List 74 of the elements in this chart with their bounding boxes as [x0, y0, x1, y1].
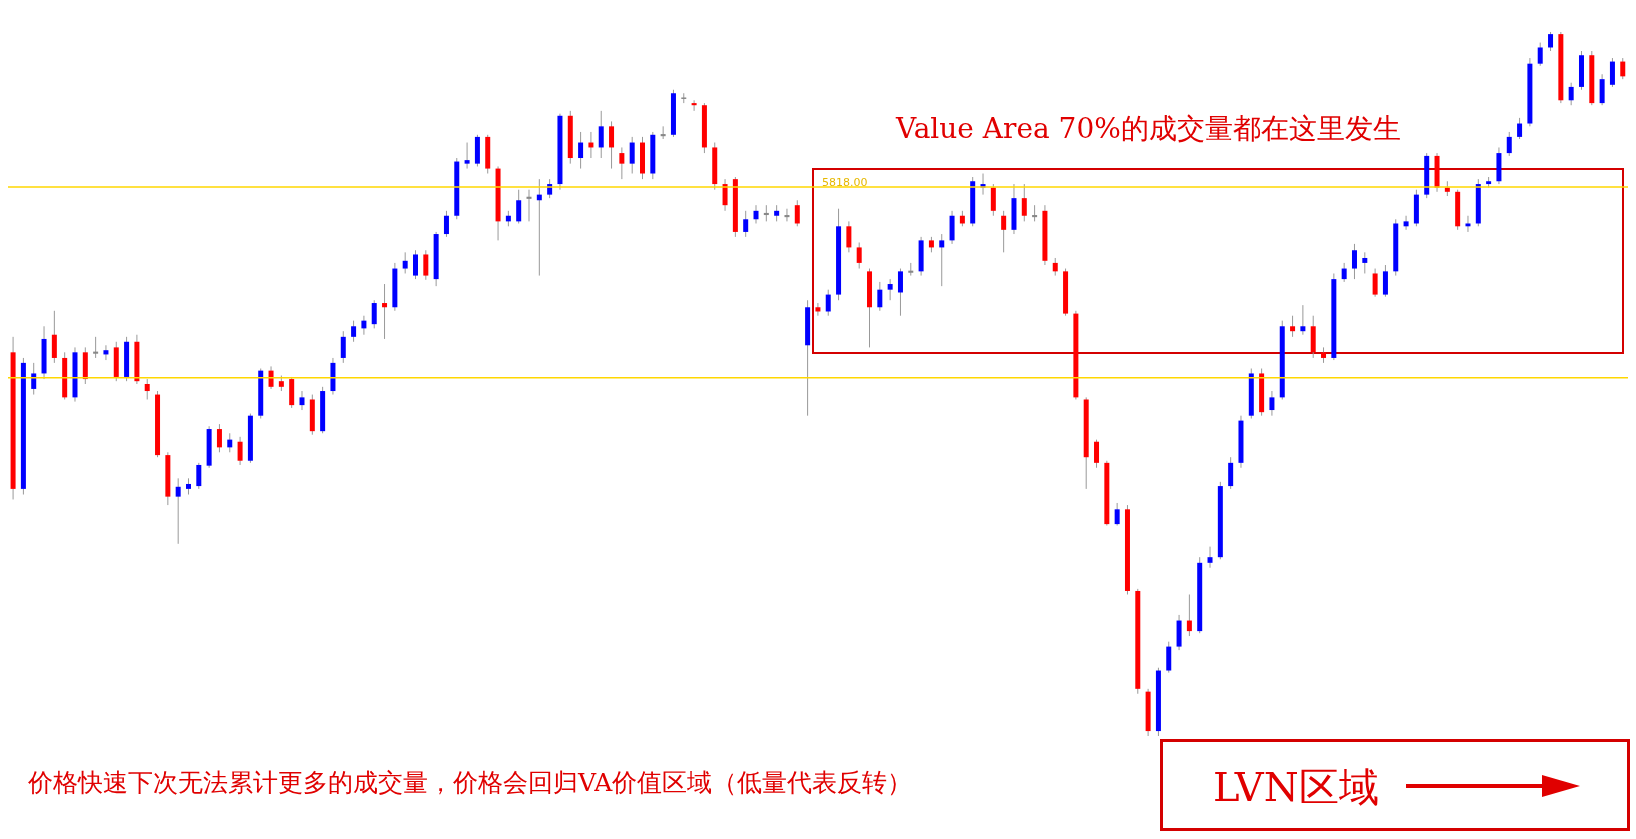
candlestick: [815, 302, 821, 317]
candlestick: [464, 142, 470, 170]
candlestick: [578, 131, 584, 170]
candlestick: [1465, 215, 1471, 233]
candlestick: [196, 462, 202, 490]
candlestick: [1207, 546, 1213, 569]
candlestick: [443, 210, 449, 238]
candlestick: [897, 268, 903, 317]
candlestick: [299, 390, 305, 411]
candlestick: [660, 125, 666, 140]
candlestick: [939, 233, 945, 287]
candlestick: [51, 310, 57, 364]
candlestick: [216, 423, 222, 453]
candlestick: [1300, 304, 1306, 336]
candlestick: [1599, 73, 1605, 106]
candlestick: [1382, 264, 1388, 298]
candlestick: [103, 344, 109, 361]
candlestick: [1548, 32, 1554, 52]
candlestick: [629, 136, 635, 174]
candlestick: [784, 208, 790, 222]
candlestick: [1403, 215, 1409, 231]
candlestick: [237, 436, 243, 466]
candlestick: [1341, 262, 1347, 283]
candlestick: [1568, 82, 1574, 106]
candlestick: [846, 220, 852, 253]
candlestick: [691, 99, 697, 112]
candlestick: [413, 249, 418, 280]
text: 价格快速下次无法累计更多的成交量，价格会回归VA价值区域（低量代表反转）: [28, 767, 913, 799]
candlestick: [351, 320, 357, 343]
candlestick: [1609, 57, 1615, 88]
candlestick: [1166, 641, 1172, 674]
candlestick: [1186, 594, 1192, 637]
annotation: 5818.00: [822, 176, 868, 189]
candlestick: [93, 336, 99, 359]
candlestick: [598, 110, 604, 159]
candlestick: [743, 210, 749, 238]
candlestick: [1001, 210, 1007, 253]
candlestick: [144, 378, 150, 400]
candlestick: [1372, 268, 1378, 298]
candlestick: [794, 199, 800, 227]
candlestick: [609, 120, 615, 170]
candlestick: [516, 189, 522, 224]
candlestick: [1114, 502, 1120, 526]
candlestick: [1506, 131, 1512, 157]
candlestick: [175, 477, 181, 545]
candlestick: [1290, 315, 1296, 338]
candlestick: [1351, 243, 1357, 280]
candlestick: [1620, 57, 1626, 80]
annotation: Value Area 70%的成交量都在这里发生: [896, 111, 1401, 147]
candlestick: [526, 189, 532, 222]
candlestick: [402, 251, 408, 274]
candlestick: [1021, 183, 1027, 222]
candlestick: [382, 283, 388, 340]
candlestick: [423, 249, 429, 281]
candlestick: [227, 432, 233, 453]
candlestick: [825, 289, 831, 317]
candlestick: [877, 281, 883, 312]
candlestick: [31, 362, 37, 396]
candlestick: [1228, 456, 1234, 490]
candlestick: [1094, 439, 1100, 469]
candlestick: [619, 146, 625, 180]
candlestick: [1537, 42, 1543, 67]
candlestick: [722, 178, 728, 212]
candlestick: [1517, 117, 1523, 140]
candlestick: [371, 299, 377, 329]
candlestick: [990, 183, 996, 217]
candlestick: [753, 204, 759, 224]
candlestick: [1269, 390, 1275, 417]
candlestick: [856, 242, 862, 270]
text: LVN区域: [1213, 763, 1379, 812]
candlestick: [340, 330, 346, 364]
candlestick: [887, 278, 893, 301]
candlestick: [1362, 251, 1368, 274]
candlestick: [361, 315, 367, 336]
